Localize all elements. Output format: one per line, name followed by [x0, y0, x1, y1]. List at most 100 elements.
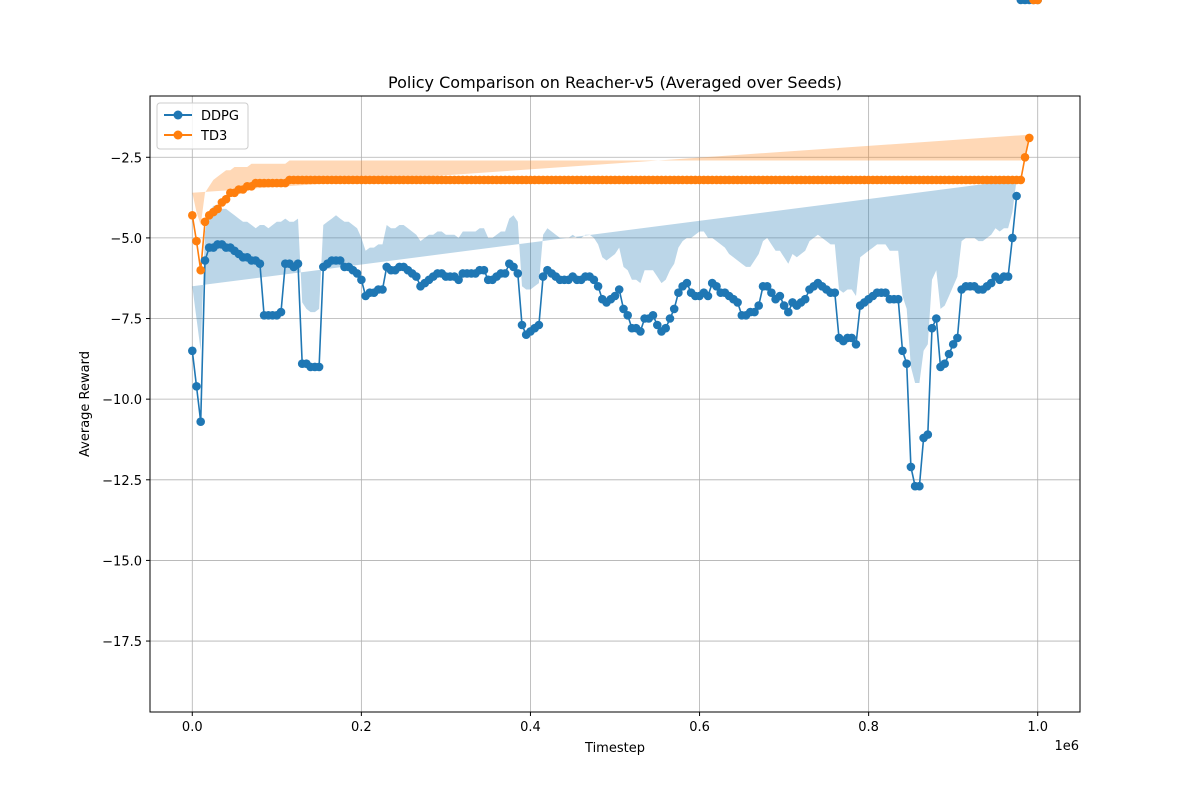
point-ddpg: [610, 291, 620, 301]
legend-label-ddpg: DDPG: [201, 109, 239, 124]
point-ddpg: [1008, 233, 1017, 243]
point-ddpg: [775, 291, 785, 301]
point-td3: [1016, 175, 1026, 185]
point-ddpg: [703, 291, 713, 301]
point-ddpg: [881, 288, 890, 298]
point-td3: [196, 265, 205, 275]
point-ddpg: [902, 359, 911, 369]
point-td3: [192, 236, 201, 246]
point-ddpg: [653, 320, 662, 330]
point-ddpg: [378, 285, 387, 294]
point-ddpg: [538, 272, 548, 281]
point-ddpg: [800, 294, 810, 304]
point-ddpg: [750, 307, 759, 317]
y-tick-label: −2.5: [110, 151, 142, 166]
band-ddpg: [192, 179, 1017, 383]
x-tick-label: 0.8: [858, 720, 879, 735]
point-ddpg: [192, 382, 201, 391]
y-tick-label: −10.0: [102, 393, 142, 408]
point-ddpg: [986, 278, 996, 288]
point-td3: [213, 204, 222, 214]
point-ddpg: [357, 275, 366, 285]
point-ddpg: [767, 288, 776, 298]
x-axis-label: Timestep: [584, 741, 645, 756]
point-ddpg: [509, 262, 518, 272]
point-ddpg: [293, 259, 303, 269]
y-tick-label: −5.0: [110, 232, 142, 247]
point-td3: [188, 211, 197, 220]
point-ddpg: [665, 314, 675, 323]
point-ddpg: [479, 265, 489, 275]
chart-title: Policy Comparison on Reacher-v5 (Average…: [388, 73, 842, 92]
point-ddpg: [915, 481, 924, 491]
x-tick-label: 0.0: [182, 720, 203, 735]
plot-frame: [149, 95, 1081, 713]
point-ddpg: [335, 256, 345, 265]
point-ddpg: [412, 272, 421, 281]
y-axis-label: Average Reward: [78, 351, 93, 457]
point-ddpg: [851, 340, 861, 349]
point-ddpg: [953, 333, 962, 343]
point-ddpg: [754, 301, 763, 310]
legend-marker-td3: [173, 130, 183, 140]
y-tick-label: −15.0: [102, 554, 142, 569]
point-ddpg: [314, 362, 324, 372]
point-td3: [1020, 153, 1030, 162]
point-ddpg: [830, 288, 840, 298]
point-ddpg: [255, 259, 265, 269]
point-ddpg: [940, 359, 949, 369]
point-ddpg: [619, 304, 628, 314]
point-ddpg: [200, 256, 210, 265]
legend-marker-ddpg: [173, 110, 183, 120]
point-ddpg: [784, 307, 793, 317]
point-ddpg: [636, 327, 645, 336]
point-ddpg: [779, 301, 789, 310]
point-ddpg: [188, 346, 197, 356]
point-ddpg: [944, 349, 954, 359]
point-ddpg: [623, 311, 632, 320]
point-ddpg: [276, 307, 286, 317]
point-ddpg: [593, 282, 603, 291]
point-ddpg: [454, 275, 463, 285]
y-tick-label: −17.5: [102, 635, 142, 650]
point-ddpg: [712, 282, 721, 291]
point-ddpg: [733, 298, 742, 307]
point-ddpg: [196, 417, 205, 427]
point-ddpg: [534, 320, 544, 330]
point-ddpg: [674, 288, 683, 298]
point-ddpg: [669, 304, 679, 314]
point-ddpg: [948, 340, 958, 349]
y-axis-ticks: −17.5 −15.0 −12.5 −10.0 −7.5 −5.0 −2.5: [102, 151, 150, 650]
x-tick-label: 0.2: [351, 720, 372, 735]
point-ddpg: [682, 278, 692, 288]
grid: [150, 96, 1080, 712]
point-ddpg: [847, 333, 856, 343]
point-ddpg: [517, 320, 527, 330]
x-axis-ticks: 0.0 0.2 0.4 0.6 0.8 1.0: [182, 712, 1048, 735]
x-axis-offset-label: 1e6: [1054, 739, 1079, 754]
point-ddpg: [589, 275, 599, 285]
point-td3: [1025, 133, 1034, 143]
point-td3: [1033, 0, 1042, 5]
point-ddpg: [352, 269, 362, 278]
legend: DDPG TD3: [156, 102, 249, 150]
y-tick-label: −12.5: [102, 474, 142, 489]
point-ddpg: [614, 285, 624, 294]
x-tick-label: 1.0: [1027, 720, 1048, 735]
point-ddpg: [762, 282, 772, 291]
x-tick-label: 0.4: [520, 720, 541, 735]
point-ddpg: [513, 269, 523, 278]
point-ddpg: [661, 323, 670, 333]
point-ddpg: [1003, 272, 1013, 281]
point-ddpg: [927, 323, 937, 333]
point-ddpg: [898, 346, 907, 356]
point-ddpg: [648, 311, 658, 320]
series-markers: [188, 0, 1042, 491]
confidence-bands: [192, 134, 1030, 383]
point-ddpg: [923, 430, 933, 439]
point-td3: [200, 217, 210, 227]
point-ddpg: [1012, 191, 1021, 201]
legend-label-td3: TD3: [200, 129, 227, 144]
point-ddpg: [906, 462, 916, 472]
